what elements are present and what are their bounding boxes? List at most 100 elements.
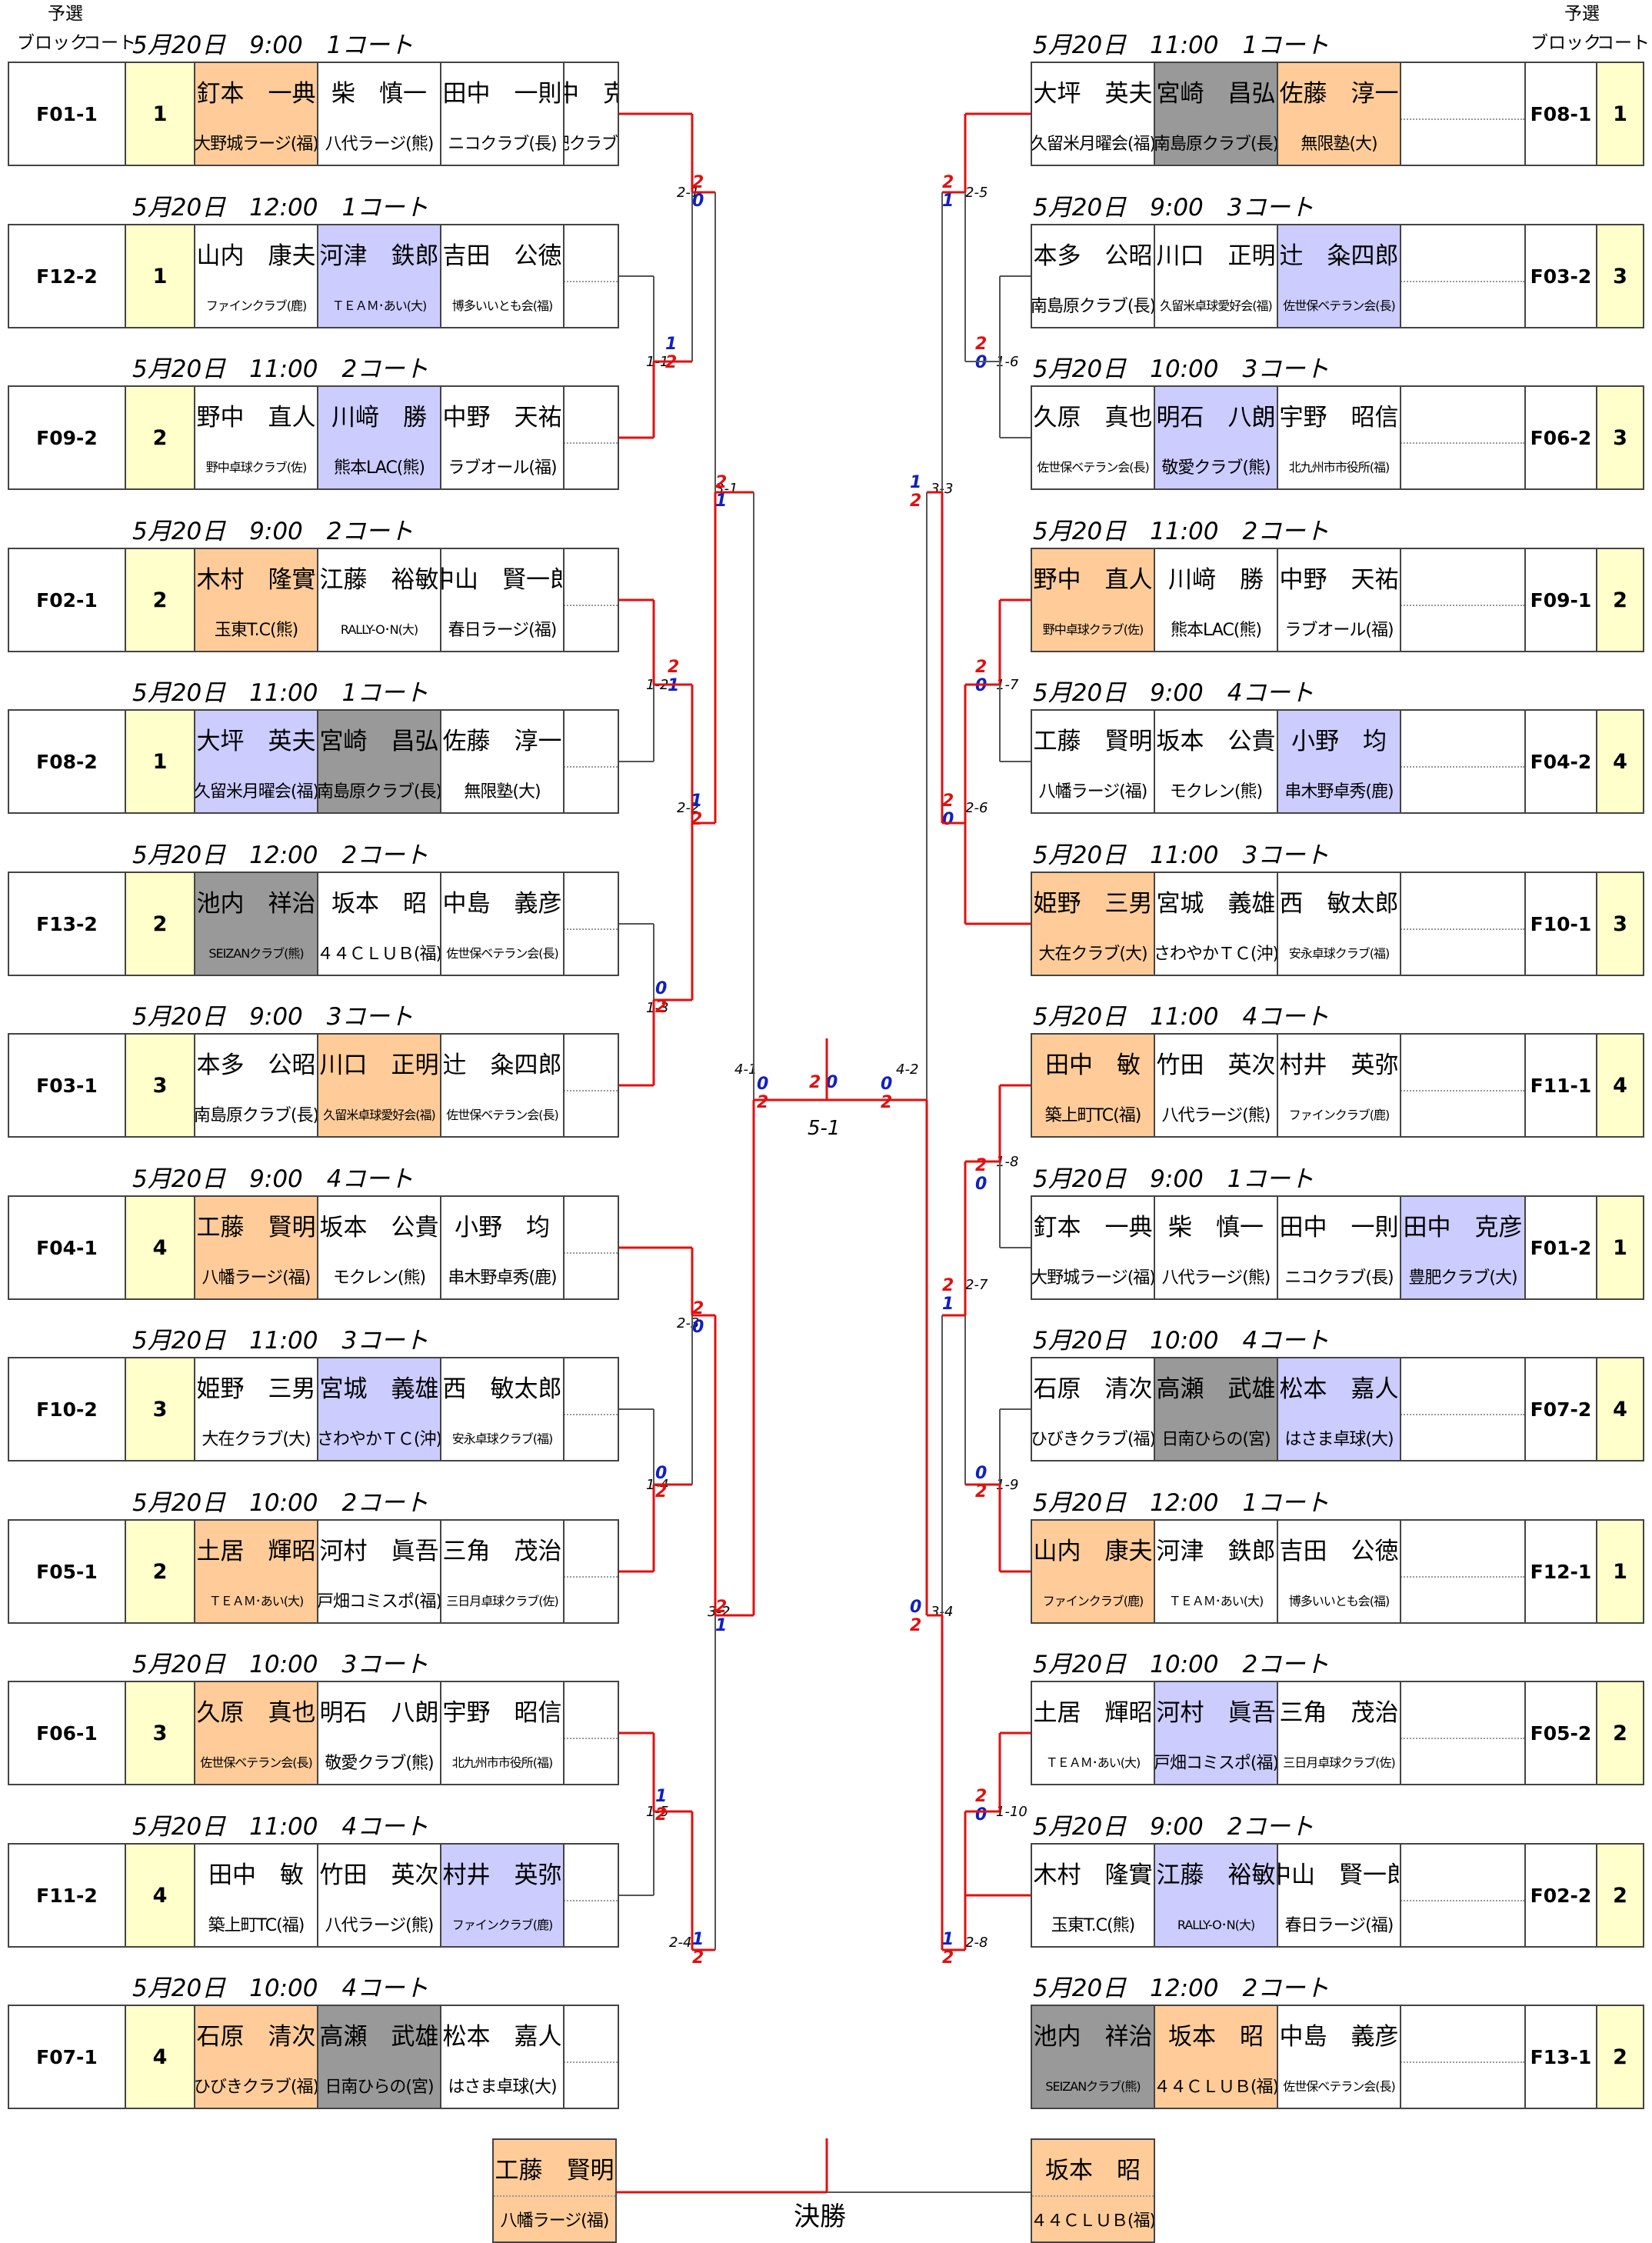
player-cell: 川口 正明 久留米卓球愛好会(福) xyxy=(1155,225,1278,327)
player-club: 南島原クラブ(長) xyxy=(1155,135,1277,154)
player-name: 山内 康夫 xyxy=(1033,1537,1153,1565)
right-group-2-title: 5月20日 10:00 3コート xyxy=(1033,355,1330,383)
player-name: 野中 直人 xyxy=(196,403,316,432)
player-cell: 江藤 裕敏 RALLY-O･N(大) xyxy=(318,549,441,651)
player-name: 工藤 賢明 xyxy=(1033,727,1153,755)
match-label-right: 2-8 xyxy=(965,1935,988,1951)
right-group-4-title: 5月20日 9:00 4コート xyxy=(1033,679,1314,707)
right-group-7-court: 1 xyxy=(1596,1195,1644,1300)
player-club: 安永卓球クラブ(福) xyxy=(1288,946,1391,961)
left-group-11-title: 5月20日 11:00 4コート xyxy=(132,1813,429,1841)
match-label-right: 2-5 xyxy=(965,185,988,201)
player-cell: 久原 真也 佐世保ベテラン会(長) xyxy=(1032,387,1155,488)
player-club: 豊肥クラブ(大) xyxy=(1408,1268,1517,1288)
left-group-4-title: 5月20日 11:00 1コート xyxy=(132,679,429,707)
player-name: 本多 公昭 xyxy=(1033,242,1153,270)
player-cell: 三角 茂治 三日月卓球クラブ(佐) xyxy=(441,1521,565,1622)
player-club: 佐世保ベテラン会(長) xyxy=(446,1108,559,1122)
player-club: 北九州市市役所(福) xyxy=(451,1755,554,1770)
left-group-12-title: 5月20日 10:00 4コート xyxy=(132,1975,429,2002)
player-cell: 坂本 昭 ４４ＣＬＵＢ(福) xyxy=(318,873,441,975)
player-name: 中山 賢一郎 xyxy=(1278,1861,1400,1889)
player-name: 川口 正明 xyxy=(1156,242,1276,270)
player-name: 土居 輝昭 xyxy=(1033,1698,1153,1727)
player-name: 釘本 一典 xyxy=(1033,1213,1153,1241)
player-name: 小野 均 xyxy=(455,1213,550,1241)
right-group-0-title: 5月20日 11:00 1コート xyxy=(1033,32,1330,59)
left-group-2-player-box: 野中 直人 野中卓球クラブ(佐) 川﨑 勝熊本LAC(熊) 中野 天祐 ラブオール(福) xyxy=(194,385,619,490)
player-club: 玉東T.C(熊) xyxy=(214,621,298,640)
score-bottom: 0 xyxy=(692,1318,704,1337)
player-cell: 竹田 英次 八代ラージ(熊) xyxy=(1155,1035,1278,1136)
player-name: 川﨑 勝 xyxy=(1168,565,1264,594)
match-label-left: 2-2 xyxy=(677,800,700,816)
left-group-8-court: 3 xyxy=(125,1357,195,1461)
player-club: 博多いいとも会(福) xyxy=(451,298,554,313)
player-club: さわやかＴＣ(沖) xyxy=(318,1430,440,1449)
player-club: SEIZANクラブ(熊) xyxy=(208,946,304,961)
right-group-11-block-id: F02-2 xyxy=(1524,1843,1597,1948)
player-cell: 佐藤 淳一 無限塾(大) xyxy=(441,711,565,812)
player-name: 村井 英弥 xyxy=(1279,1051,1399,1079)
right-group-10-court: 2 xyxy=(1596,1681,1644,1785)
header-yosen-right: 予選 xyxy=(1564,4,1600,24)
right-group-3-player-box: 野中 直人 野中卓球クラブ(佐) 川﨑 勝熊本LAC(熊) 中野 天祐 ラブオール(福) xyxy=(1031,548,1526,652)
player-cell: 姫野 三男 大在クラブ(大) xyxy=(1032,873,1155,975)
score-top: 2 xyxy=(975,335,988,354)
score-top: 2 xyxy=(692,173,704,192)
player-name: 工藤 賢明 xyxy=(196,1213,316,1241)
right-group-10-title: 5月20日 10:00 2コート xyxy=(1033,1651,1330,1678)
right-group-12-player-box: 池内 祥治 SEIZANクラブ(熊) 坂本 昭 ４４ＣＬＵＢ(福) 中島 義彦 佐世保ベテ… xyxy=(1031,2005,1526,2109)
player-club: 串木野卓秀(鹿) xyxy=(1284,782,1394,802)
player-cell: 川﨑 勝熊本LAC(熊) xyxy=(318,387,441,488)
player-club: 無限塾(大) xyxy=(464,782,541,802)
score-bottom: 2 xyxy=(910,492,922,511)
player-name: 西 敏太郎 xyxy=(442,1375,562,1403)
player-club: ファインクラブ(鹿) xyxy=(1042,1594,1144,1608)
right-group-1-court: 3 xyxy=(1596,224,1644,328)
player-club: ニコクラブ(長) xyxy=(448,135,557,154)
player-name: 田中 一則 xyxy=(1279,1213,1399,1241)
player-club: 日南ひらの(宮) xyxy=(1161,1430,1271,1449)
left-group-2-title: 5月20日 11:00 2コート xyxy=(132,355,429,383)
score-top: 2 xyxy=(975,1787,988,1806)
player-name: 田中 克彦 xyxy=(1403,1213,1523,1241)
header-block-right: ブロック xyxy=(1530,33,1601,53)
player-name: 竹田 英次 xyxy=(319,1861,439,1889)
match-label-right: 1-9 xyxy=(996,1477,1019,1493)
player-cell: 中島 義彦 佐世保ベテラン会(長) xyxy=(1278,2006,1401,2108)
score-bottom: 2 xyxy=(655,1482,668,1501)
left-group-9-court: 2 xyxy=(125,1519,195,1624)
player-club: 久留米月曜会(福) xyxy=(195,782,317,802)
left-group-12-player-box: 石原 清次 ひびきクラブ(福) 高瀬 武雄 日南ひらの(宮) 松本 嘉人 はさま卓球(大) xyxy=(194,2005,619,2109)
player-cell: 明石 八朗 敬愛クラブ(熊) xyxy=(1155,387,1278,488)
left-group-10-player-box: 久原 真也 佐世保ベテラン会(長) 明石 八朗 敬愛クラブ(熊) 宇野 昭信 北九州市市役… xyxy=(194,1681,619,1785)
score-bottom: 0 xyxy=(692,192,704,211)
player-name: 釘本 一典 xyxy=(196,79,316,108)
player-cell: 柴 慎一 八代ラージ(熊) xyxy=(1155,1197,1278,1298)
player-name: 大坪 英夫 xyxy=(196,727,316,755)
player-club: 八代ラージ(熊) xyxy=(325,1916,435,1935)
player-cell: 本多 公昭 南島原クラブ(長) xyxy=(195,1035,318,1136)
player-club: 大野城ラージ(福) xyxy=(1032,1268,1154,1288)
player-cell: 石原 清次 ひびきクラブ(福) xyxy=(195,2006,318,2108)
score-bottom: 1 xyxy=(715,492,728,511)
player-name: 河津 鉄郎 xyxy=(319,242,439,270)
player-cell: 大坪 英夫 久留米月曜会(福) xyxy=(1032,63,1155,165)
player-cell: 田中 一則 ニコクラブ(長) xyxy=(1278,1197,1401,1298)
player-club: 八代ラージ(熊) xyxy=(1161,1268,1271,1288)
player-cell: 田中 敏築上町TC(福) xyxy=(1032,1035,1155,1136)
left-group-6-player-box: 本多 公昭 南島原クラブ(長) 川口 正明 久留米卓球愛好会(福) 辻 粂四郎 佐世保ベテ… xyxy=(194,1033,619,1138)
player-club: 南島原クラブ(長) xyxy=(318,782,440,802)
player-cell: 石原 清次 ひびきクラブ(福) xyxy=(1032,1358,1155,1460)
right-group-6-court: 4 xyxy=(1596,1033,1644,1138)
player-club: 北九州市市役所(福) xyxy=(1288,460,1391,475)
header-court-left: コート xyxy=(83,33,136,53)
player-club: 野中卓球クラブ(佐) xyxy=(205,460,308,475)
player-cell: 姫野 三男 大在クラブ(大) xyxy=(195,1358,318,1460)
right-group-10-player-box: 土居 輝昭 ＴＥＡＭ･あい(大) 河村 眞吾 戸畑コミスポ(福) 三角 茂治 三日月卓球ク… xyxy=(1031,1681,1526,1785)
player-name: 村井 英弥 xyxy=(442,1861,562,1889)
match-label-right: 1-7 xyxy=(996,677,1019,693)
